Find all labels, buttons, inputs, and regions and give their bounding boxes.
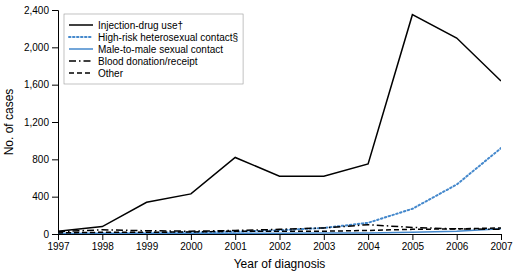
tick-mark [52, 10, 58, 11]
legend-label: Other [98, 68, 124, 79]
tick: 2007 [490, 234, 513, 252]
series-line [58, 228, 501, 233]
x-axis: 1997 1998 1999 2000 2001 2002 2003 2004 2005 2006… [47, 234, 513, 252]
tick-label: 1998 [92, 241, 115, 252]
tick-label: 2004 [357, 241, 380, 252]
legend-label: Injection-drug use† [98, 20, 183, 31]
tick-label: 400 [32, 191, 49, 202]
tick-label: 2001 [225, 241, 248, 252]
tick-label: 1999 [136, 241, 159, 252]
legend-swatch [69, 36, 93, 38]
legend-swatch [69, 48, 93, 50]
y-axis-title: No. of cases [2, 89, 16, 156]
legend-swatch [69, 72, 93, 74]
tick-mark [52, 159, 58, 160]
y-axis: 0 400 800 1,200 1,600 2,000 2,400 [24, 5, 59, 240]
chart: 1997 1998 1999 2000 2001 2002 2003 2004 2005 2006… [0, 0, 515, 274]
legend-label: Male-to-male sexual contact [98, 44, 223, 55]
legend-frame [64, 14, 243, 84]
tick: 2003 [313, 234, 336, 252]
tick: 2006 [446, 234, 469, 252]
tick: 2005 [402, 234, 425, 252]
tick-label: 2000 [180, 241, 203, 252]
legend-label: High-risk heterosexual contact§ [98, 32, 238, 43]
tick-label: 2007 [490, 241, 513, 252]
tick-label: 2002 [269, 241, 292, 252]
tick-mark [52, 234, 58, 235]
axis-domain [52, 11, 59, 235]
tick-mark [368, 234, 369, 240]
tick-label: 1,600 [24, 79, 49, 90]
tick-mark [280, 234, 281, 240]
tick-mark [52, 47, 58, 48]
legend-label: Blood donation/receipt [98, 56, 198, 67]
tick-mark [457, 234, 458, 240]
lines [58, 15, 501, 234]
tick-label: 2,400 [24, 5, 49, 16]
tick: 2001 [225, 234, 248, 252]
tick: 1,200 [24, 117, 58, 128]
tick-label: 2005 [402, 241, 425, 252]
tick: 2,400 [24, 5, 58, 16]
tick-mark [412, 234, 413, 240]
tick-mark [102, 234, 103, 240]
tick-mark [147, 234, 148, 240]
legend: Injection-drug use†High-risk heterosexua… [64, 14, 243, 84]
tick: 2000 [180, 234, 203, 252]
tick: 400 [32, 191, 58, 202]
tick: 0 [43, 229, 58, 240]
tick-mark [235, 234, 236, 240]
legend-swatch [69, 60, 93, 62]
tick: 2002 [269, 234, 292, 252]
series-line [58, 15, 501, 232]
tick-label: 2006 [446, 241, 469, 252]
series-line [58, 225, 501, 232]
tick-mark [52, 85, 58, 86]
plot: 1997 1998 1999 2000 2001 2002 2003 2004 2005 2006… [24, 5, 513, 252]
tick: 1999 [136, 234, 159, 252]
tick-mark [191, 234, 192, 240]
tick: 1998 [92, 234, 115, 252]
tick: 800 [32, 154, 58, 165]
tick: 1997 [47, 234, 70, 252]
tick-mark [324, 234, 325, 240]
axis-domain [59, 235, 502, 241]
tick-mark [501, 234, 502, 240]
legend-swatch [69, 24, 93, 26]
tick-label: 1997 [47, 241, 70, 252]
tick-label: 0 [43, 229, 49, 240]
tick-label: 2,000 [24, 42, 49, 53]
tick-mark [52, 197, 58, 198]
series-line [58, 148, 501, 233]
tick: 2004 [357, 234, 380, 252]
tick: 1,600 [24, 79, 58, 90]
tick-label: 800 [32, 154, 49, 165]
tick-label: 2003 [313, 241, 336, 252]
tick-mark [52, 122, 58, 123]
tick: 2,000 [24, 42, 58, 53]
x-axis-title: Year of diagnosis [234, 257, 326, 271]
tick-label: 1,200 [24, 117, 49, 128]
